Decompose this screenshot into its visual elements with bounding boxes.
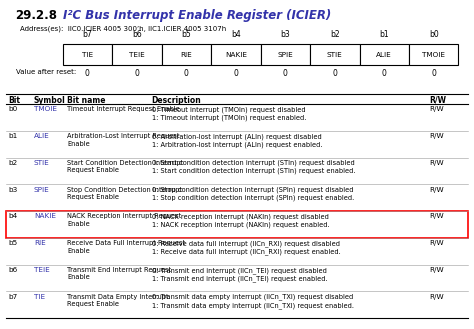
Text: Stop Condition Detection Interrupt
Request Enable: Stop Condition Detection Interrupt Reque…: [67, 187, 182, 200]
Text: Value after reset:: Value after reset:: [16, 69, 76, 75]
Text: b1: b1: [8, 133, 17, 139]
Text: NAKIE: NAKIE: [34, 214, 56, 219]
Text: TEIE: TEIE: [34, 267, 50, 273]
Text: b3: b3: [8, 187, 17, 193]
Bar: [112, 44, 162, 65]
Text: TMOIE: TMOIE: [34, 107, 57, 113]
Text: b2: b2: [8, 160, 17, 166]
Text: R/W: R/W: [430, 133, 444, 139]
Text: Symbol: Symbol: [34, 96, 66, 105]
Text: TIE: TIE: [82, 52, 93, 58]
Text: Address(es):  IIC0.ICIER 4005 300’h, IIC1.ICIER 4005 3107h: Address(es): IIC0.ICIER 4005 300’h, IIC1…: [20, 26, 227, 32]
Text: R/W: R/W: [430, 96, 447, 105]
Text: 0: Arbitration-lost interrupt (ALIn) request disabled
1: Arbitration-lost interr: 0: Arbitration-lost interrupt (ALIn) req…: [152, 133, 322, 148]
Text: SPIE: SPIE: [277, 52, 293, 58]
Text: TIE: TIE: [34, 294, 45, 300]
Text: b0: b0: [8, 107, 17, 113]
Text: STIE: STIE: [327, 52, 343, 58]
Text: 0: Stop condition detection interrupt (SPIn) request disabled
1: Stop condition : 0: Stop condition detection interrupt (S…: [152, 187, 354, 201]
Bar: [162, 44, 211, 65]
Text: b1: b1: [380, 30, 389, 38]
Text: RIE: RIE: [181, 52, 192, 58]
Text: b6: b6: [8, 267, 17, 273]
Text: b6: b6: [132, 30, 142, 38]
Text: 0: Receive data full interrupt (IICn_RXI) request disabled
1: Receive data full : 0: Receive data full interrupt (IICn_RXI…: [152, 240, 340, 255]
Text: 0: 0: [85, 69, 90, 78]
Text: 0: 0: [431, 69, 436, 78]
Text: Description: Description: [152, 96, 201, 105]
Text: I²C Bus Interrupt Enable Register (ICIER): I²C Bus Interrupt Enable Register (ICIER…: [63, 9, 331, 22]
Text: TMOIE: TMOIE: [422, 52, 445, 58]
Text: b7: b7: [8, 294, 17, 300]
Text: R/W: R/W: [430, 267, 444, 273]
Text: Bit: Bit: [8, 96, 20, 105]
Bar: [261, 44, 310, 65]
Text: 0: Start condition detection interrupt (STIn) request disabled
1: Start conditio: 0: Start condition detection interrupt (…: [152, 160, 355, 174]
Text: 0: Transmit end interrupt (IICn_TEI) request disabled
1: Transmit end interrupt : 0: Transmit end interrupt (IICn_TEI) req…: [152, 267, 328, 282]
Text: 0: Timeout interrupt (TMOIn) request disabled
1: Timeout interrupt (TMOIn) reque: 0: Timeout interrupt (TMOIn) request dis…: [152, 107, 306, 121]
Bar: [6, 211, 468, 238]
Text: ALIE: ALIE: [376, 52, 392, 58]
Text: RIE: RIE: [34, 240, 46, 246]
Text: b5: b5: [8, 240, 17, 246]
Text: b5: b5: [182, 30, 191, 38]
Bar: [359, 44, 409, 65]
Text: R/W: R/W: [430, 107, 444, 113]
Text: 0: Transmit data empty interrupt (IICn_TXI) request disabled
1: Transmit data em: 0: Transmit data empty interrupt (IICn_T…: [152, 294, 354, 309]
Bar: [409, 44, 458, 65]
Text: R/W: R/W: [430, 240, 444, 246]
Text: b2: b2: [330, 30, 339, 38]
Text: Transmit Data Empty Interrupt
Request Enable: Transmit Data Empty Interrupt Request En…: [67, 294, 169, 307]
Text: Timeout Interrupt Request Enable: Timeout Interrupt Request Enable: [67, 107, 180, 113]
Text: 0: 0: [332, 69, 337, 78]
Text: Arbitration-Lost Interrupt Request
Enable: Arbitration-Lost Interrupt Request Enabl…: [67, 133, 179, 147]
Text: R/W: R/W: [430, 214, 444, 219]
Text: 0: NACK reception interrupt (NAKIn) request disabled
1: NACK reception interrupt: 0: NACK reception interrupt (NAKIn) requ…: [152, 214, 329, 228]
Text: 0: 0: [233, 69, 238, 78]
Text: b0: b0: [429, 30, 438, 38]
Text: R/W: R/W: [430, 187, 444, 193]
Text: b4: b4: [8, 214, 17, 219]
Text: 0: 0: [283, 69, 288, 78]
Text: STIE: STIE: [34, 160, 50, 166]
Text: 29.2.8: 29.2.8: [16, 9, 57, 22]
Text: b7: b7: [82, 30, 92, 38]
Bar: [310, 44, 359, 65]
Text: TEIE: TEIE: [129, 52, 145, 58]
Text: 0: 0: [135, 69, 139, 78]
Text: SPIE: SPIE: [34, 187, 50, 193]
Text: Receive Data Full Interrupt Request
Enable: Receive Data Full Interrupt Request Enab…: [67, 240, 185, 254]
Text: NACK Reception Interrupt Request
Enable: NACK Reception Interrupt Request Enable: [67, 214, 181, 227]
Text: Start Condition Detection Interrupt
Request Enable: Start Condition Detection Interrupt Requ…: [67, 160, 183, 173]
Text: ALIE: ALIE: [34, 133, 50, 139]
Text: 0: 0: [184, 69, 189, 78]
Text: b4: b4: [231, 30, 241, 38]
Text: b3: b3: [281, 30, 290, 38]
Text: 0: 0: [382, 69, 387, 78]
Text: R/W: R/W: [430, 160, 444, 166]
Text: R/W: R/W: [430, 294, 444, 300]
Bar: [63, 44, 112, 65]
Text: Bit name: Bit name: [67, 96, 105, 105]
Bar: [211, 44, 261, 65]
Text: Transmit End Interrupt Request
Enable: Transmit End Interrupt Request Enable: [67, 267, 171, 280]
Text: NAKIE: NAKIE: [225, 52, 247, 58]
